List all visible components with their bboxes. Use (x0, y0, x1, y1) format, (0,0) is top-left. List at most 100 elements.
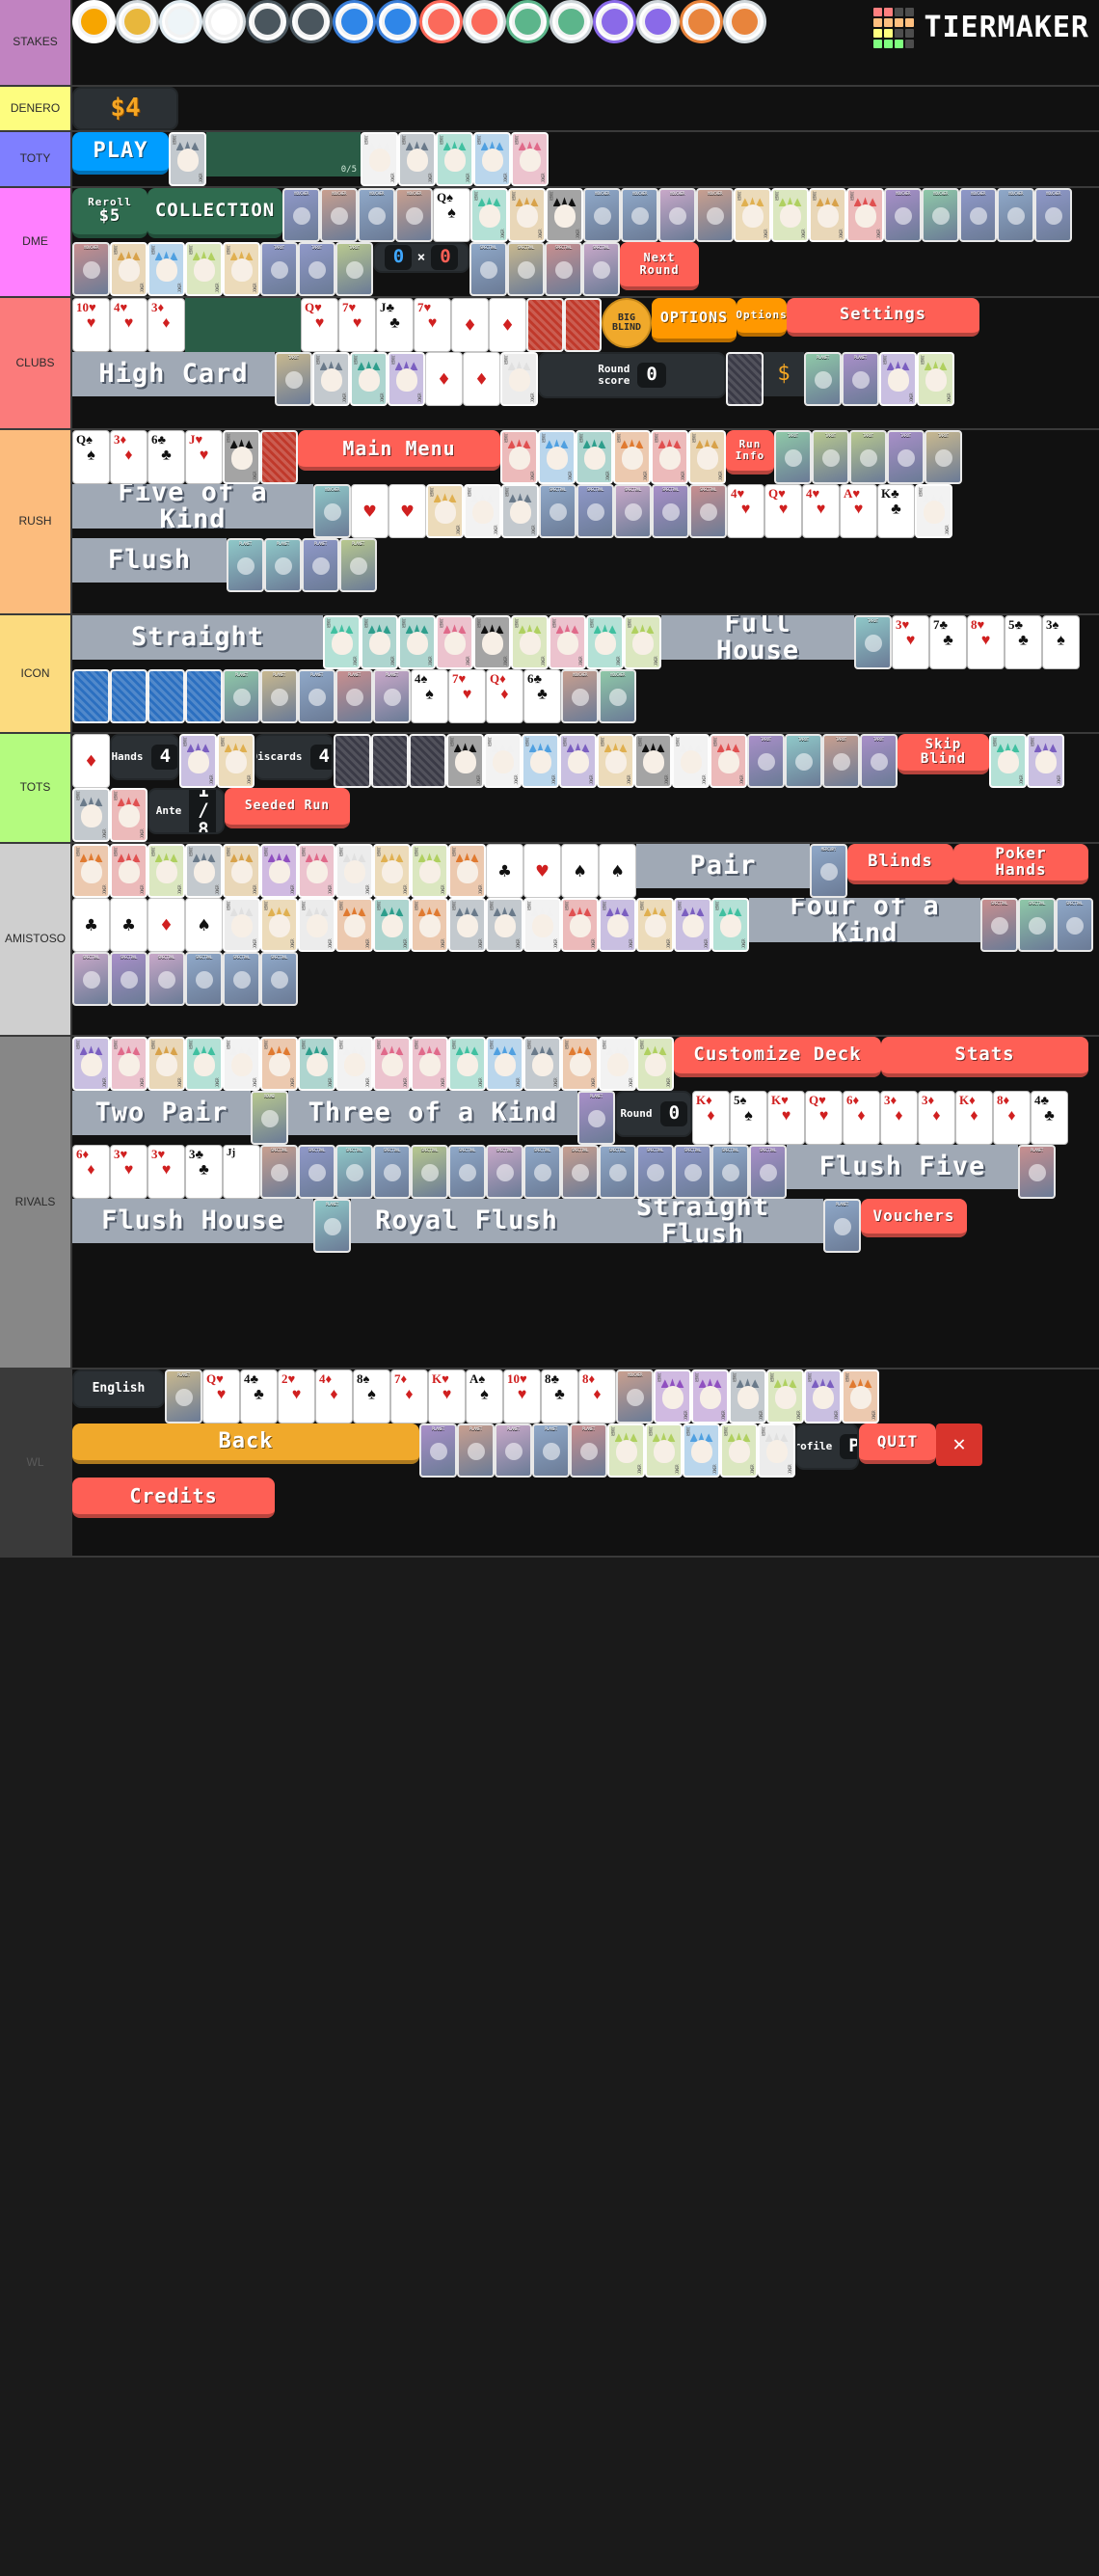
stats-button[interactable]: Stats (881, 1037, 1088, 1077)
joker-card[interactable]: JOKER JOKER (398, 132, 436, 186)
gold-stake[interactable] (376, 0, 419, 43)
playing-card[interactable]: 4♠ ♠ (411, 669, 448, 723)
playing-card[interactable]: 3♥ ♥ (110, 1145, 147, 1199)
consumable-card[interactable]: SPECTRAL (486, 1145, 523, 1199)
playing-card[interactable]: 6♣ ♣ (523, 669, 561, 723)
card-back[interactable] (371, 734, 409, 788)
playing-card[interactable]: 8♠ ♠ (353, 1369, 390, 1424)
consumable-card[interactable]: SPECTRAL (469, 242, 507, 296)
suit-card[interactable]: ♦ (72, 734, 110, 788)
playing-card[interactable]: 6♦ ♦ (72, 1145, 110, 1199)
consumable-card[interactable]: VOUCHER (358, 188, 395, 242)
tier-label-amistoso[interactable]: AMISTOSO (0, 844, 72, 1035)
three-of-a-kind-plate[interactable]: Three of a Kind (288, 1091, 577, 1135)
joker-card[interactable]: JOKER JOKER (464, 484, 501, 538)
joker-card[interactable]: JOKER JOKER (500, 430, 538, 484)
language-selector[interactable]: English (72, 1369, 165, 1408)
joker-card[interactable]: JOKER JOKER (683, 1424, 720, 1478)
playing-card[interactable]: 3♦ ♦ (147, 298, 185, 352)
options-button[interactable]: OPTIONS (652, 298, 737, 342)
joker-card[interactable]: JOKER JOKER (185, 242, 223, 296)
consumable-card[interactable]: PLANET (532, 1424, 570, 1478)
joker-card[interactable]: JOKER JOKER (559, 734, 597, 788)
straight-flush-plate[interactable]: Straight Flush (582, 1199, 823, 1243)
score-display[interactable]: 0 × 0 (373, 242, 469, 273)
play-button[interactable]: PLAY (72, 132, 169, 175)
consumable-card[interactable]: SPECTRAL (523, 1145, 561, 1199)
joker-card[interactable]: JOKER JOKER (260, 844, 298, 898)
joker-card[interactable]: JOKER JOKER (335, 1037, 373, 1091)
five-of-a-kind-plate[interactable]: Five of a Kind (72, 484, 313, 529)
consumable-card[interactable]: PLANET (495, 1424, 532, 1478)
consumable-card[interactable]: SPECTRAL (545, 242, 582, 296)
tier-items-denero[interactable]: $4 (72, 87, 1099, 130)
purple-stake[interactable] (289, 0, 333, 43)
next-round-button[interactable]: Next Round (620, 242, 699, 290)
joker-card[interactable]: JOKER JOKER (645, 1424, 683, 1478)
tier-label-icon[interactable]: ICON (0, 615, 72, 732)
playing-card[interactable]: 7♣ ♣ (929, 615, 967, 669)
joker-card[interactable]: JOKER JOKER (223, 1037, 260, 1091)
card-back[interactable] (526, 298, 564, 352)
tier-label-wl[interactable]: WL (0, 1369, 72, 1556)
tier-label-dme[interactable]: DME (0, 188, 72, 296)
joker-card[interactable]: JOKER JOKER (672, 734, 710, 788)
joker-card[interactable]: JOKER JOKER (501, 484, 539, 538)
joker-card[interactable]: JOKER JOKER (917, 352, 954, 406)
playing-card[interactable]: 7♥ ♥ (448, 669, 486, 723)
close-icon[interactable]: ✕ (936, 1424, 982, 1466)
playing-card[interactable]: 5♣ ♣ (1005, 615, 1042, 669)
joker-card[interactable]: JOKER JOKER (771, 188, 809, 242)
joker-card[interactable]: JOKER JOKER (538, 430, 576, 484)
playing-card[interactable]: 10♥ ♥ (72, 298, 110, 352)
suit-card[interactable]: ♦ (489, 298, 526, 352)
tier-items-tots[interactable]: ♦ Hands 4 JOKER JOKER JOKER JOKER Discards 4 JOKE… (72, 734, 1099, 842)
joker-card[interactable]: JOKER JOKER (260, 898, 298, 952)
playing-card[interactable]: Q♥ ♥ (301, 298, 338, 352)
playing-card[interactable]: 3♥ ♥ (147, 1145, 185, 1199)
red-stake[interactable] (116, 0, 159, 43)
joker-card[interactable]: JOKER JOKER (147, 242, 185, 296)
consumable-card[interactable]: SPECTRAL (448, 1145, 486, 1199)
playing-card[interactable]: K♦ ♦ (955, 1091, 993, 1145)
black-stake-2[interactable] (550, 0, 593, 43)
consumable-card[interactable]: PLANET (823, 1199, 861, 1253)
joker-card[interactable]: JOKER JOKER (720, 1424, 758, 1478)
joker-card[interactable]: JOKER JOKER (473, 615, 511, 669)
joker-card[interactable]: JOKER JOKER (350, 352, 388, 406)
joker-card[interactable]: JOKER JOKER (179, 734, 217, 788)
consumable-card[interactable]: SPECTRAL (614, 484, 652, 538)
joker-card[interactable]: JOKER JOKER (523, 1037, 561, 1091)
joker-card[interactable]: JOKER JOKER (636, 898, 674, 952)
consumable-card[interactable]: SPECTRAL (223, 952, 260, 1006)
joker-card[interactable]: JOKER JOKER (634, 734, 672, 788)
consumable-card[interactable]: SPECTRAL (260, 952, 298, 1006)
consumable-card[interactable]: PLANET (804, 352, 842, 406)
consumable-card[interactable]: TAROT (260, 242, 298, 296)
card-back[interactable] (260, 430, 298, 484)
joker-card[interactable]: JOKER JOKER (546, 188, 583, 242)
joker-card[interactable]: JOKER JOKER (586, 615, 624, 669)
joker-card[interactable]: JOKER JOKER (688, 430, 726, 484)
tier-label-rivals[interactable]: RIVALS (0, 1037, 72, 1368)
joker-card[interactable]: JOKER JOKER (185, 844, 223, 898)
playing-card[interactable]: K♥ ♥ (767, 1091, 805, 1145)
playing-card[interactable]: Q♥ ♥ (202, 1369, 240, 1424)
joker-card[interactable]: JOKER JOKER (842, 1369, 879, 1424)
vouchers-button[interactable]: Vouchers (861, 1199, 967, 1237)
tier-items-icon[interactable]: Straight JOKER JOKER JOKER JOKER JOKER JOKER JO… (72, 615, 1099, 732)
joker-card[interactable]: JOKER JOKER (373, 898, 411, 952)
consumable-card[interactable]: PLANET (227, 538, 264, 592)
playing-card[interactable]: 6♣ ♣ (147, 430, 185, 484)
playing-card[interactable]: 3♠ ♠ (1042, 615, 1080, 669)
consumable-card[interactable]: VOUCHER (922, 188, 959, 242)
consumable-card[interactable]: SPECTRAL (749, 1145, 787, 1199)
full-house-plate[interactable]: Full House (661, 615, 854, 660)
playing-card[interactable]: J♣ ♣ (376, 298, 414, 352)
joker-card[interactable]: JOKER JOKER (511, 132, 549, 186)
playing-card[interactable]: 4♦ ♦ (315, 1369, 353, 1424)
tier-items-rivals[interactable]: JOKER JOKER JOKER JOKER JOKER JOKER JOKER JOKER… (72, 1037, 1099, 1368)
joker-card[interactable]: JOKER JOKER (691, 1369, 729, 1424)
joker-card[interactable]: JOKER JOKER (636, 1037, 674, 1091)
suit-card[interactable]: ♥ (351, 484, 389, 538)
